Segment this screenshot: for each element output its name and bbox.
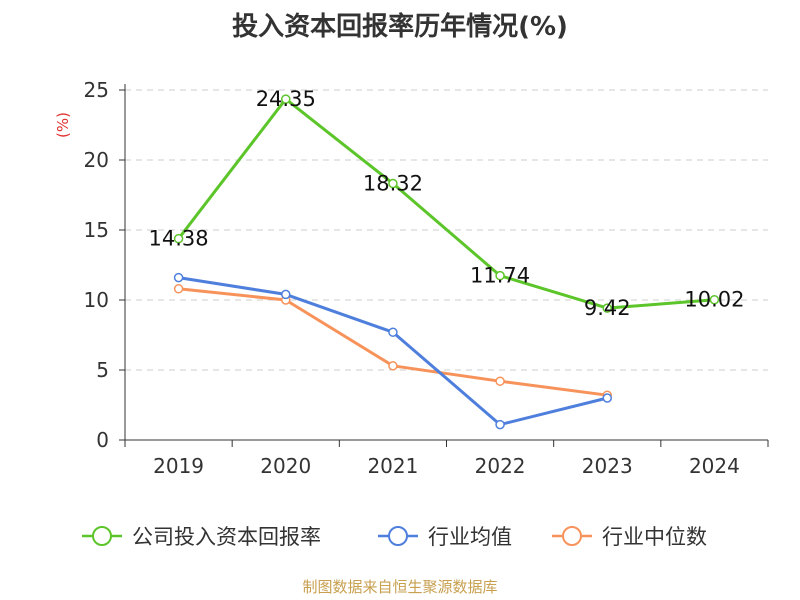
data-point bbox=[602, 393, 612, 403]
x-tick-label: 2020 bbox=[260, 454, 311, 478]
data-point bbox=[602, 303, 612, 313]
data-point bbox=[173, 284, 184, 294]
data-point bbox=[173, 233, 184, 244]
series-line bbox=[178, 287, 608, 397]
y-tick-label: 25 bbox=[84, 78, 109, 102]
data-point bbox=[495, 270, 505, 281]
data-point bbox=[281, 289, 291, 300]
legend-label: 行业中位数 bbox=[602, 525, 707, 549]
chart-title: 投入资本回报率历年情况(%) bbox=[232, 12, 568, 42]
legend-item[interactable]: 行业均值 bbox=[378, 525, 512, 549]
y-tick-label: 5 bbox=[96, 358, 109, 382]
data-labels: 14.38 24.35 18.32 11.74 9.42 10.02 bbox=[149, 87, 745, 320]
x-tick-label: 2022 bbox=[475, 454, 526, 478]
data-point bbox=[388, 361, 398, 371]
data-label: 14.38 bbox=[149, 227, 209, 251]
y-tick-label: 20 bbox=[84, 148, 109, 172]
legend-marker-icon bbox=[388, 526, 408, 546]
data-label: 24.35 bbox=[256, 87, 316, 111]
data-point bbox=[388, 178, 398, 189]
data-label: 10.02 bbox=[684, 288, 744, 312]
legend: 公司投入资本回报率 行业均值 行业中位数 bbox=[82, 525, 707, 549]
legend-marker-icon bbox=[92, 526, 112, 546]
x-tick-label: 2019 bbox=[153, 454, 204, 478]
x-tick-label: 2023 bbox=[582, 454, 633, 478]
data-label: 11.74 bbox=[470, 264, 530, 288]
series bbox=[173, 94, 720, 430]
y-tick-label: 15 bbox=[84, 218, 109, 242]
data-point bbox=[495, 376, 505, 386]
legend-item[interactable]: 公司投入资本回报率 bbox=[82, 525, 321, 549]
axes: 0 5 10 15 20 25 2019 2020 2021 2022 2023 2024 (%) bbox=[54, 78, 769, 478]
y-tick-label: 0 bbox=[96, 428, 109, 452]
data-point bbox=[173, 272, 184, 283]
legend-marker-icon bbox=[562, 526, 582, 546]
data-point bbox=[281, 94, 291, 104]
data-point bbox=[388, 327, 398, 337]
legend-item[interactable]: 行业中位数 bbox=[552, 525, 707, 549]
data-label: 18.32 bbox=[363, 172, 423, 196]
data-label: 9.42 bbox=[584, 296, 631, 320]
y-tick-label: 10 bbox=[84, 288, 109, 312]
x-tick-label: 2021 bbox=[367, 454, 418, 478]
series-line bbox=[177, 97, 715, 310]
y-axis-label: (%) bbox=[54, 112, 72, 138]
legend-label: 行业均值 bbox=[428, 525, 512, 549]
source-note: 制图数据来自恒生聚源数据库 bbox=[302, 578, 498, 596]
x-tick-label: 2024 bbox=[689, 454, 740, 478]
data-point bbox=[495, 419, 505, 430]
legend-label: 公司投入资本回报率 bbox=[132, 525, 321, 549]
data-point bbox=[709, 294, 720, 305]
